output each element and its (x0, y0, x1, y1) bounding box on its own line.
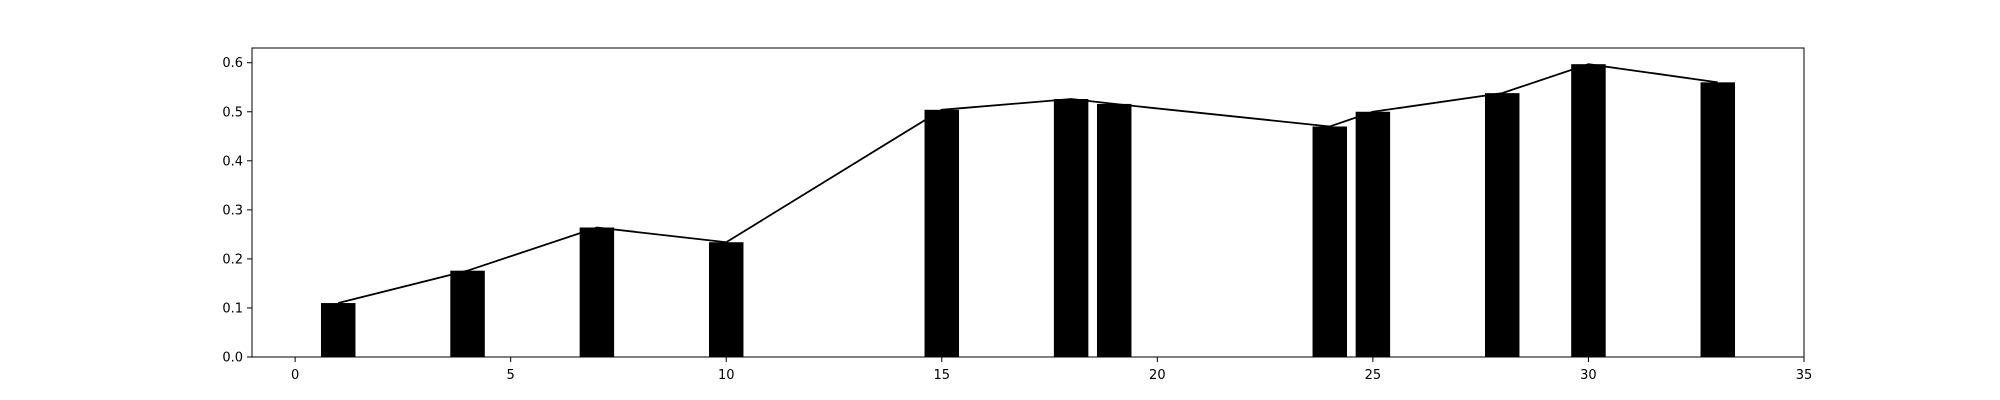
bar (1700, 82, 1736, 357)
bar (1571, 64, 1606, 357)
bar (1053, 99, 1089, 357)
y-tick-label: 0.5 (222, 105, 243, 120)
bar (1484, 93, 1520, 357)
bar (924, 109, 960, 357)
y-tick-label: 0.2 (222, 252, 243, 267)
y-axis: 0.0 0.1 0.2 0.3 0.4 0.5 0.6 (222, 56, 252, 366)
y-tick-label: 0.1 (222, 301, 243, 316)
y-tick-label: 0.6 (222, 56, 243, 71)
bar (708, 242, 744, 357)
x-axis: 0 5 10 15 20 25 30 35 (291, 357, 1812, 383)
x-tick-label: 5 (507, 368, 515, 383)
bar (1355, 111, 1391, 357)
bar (579, 227, 615, 357)
x-tick-label: 15 (934, 368, 951, 383)
y-tick-label: 0.0 (222, 351, 243, 366)
x-tick-label: 25 (1365, 368, 1382, 383)
x-tick-label: 30 (1580, 368, 1597, 383)
trend-line (338, 63, 1718, 304)
bar (320, 303, 356, 357)
plot-frame (251, 47, 1805, 358)
x-tick-label: 35 (1796, 368, 1813, 383)
x-tick-label: 20 (1149, 368, 1166, 383)
y-tick-label: 0.3 (222, 203, 243, 218)
bar (1312, 126, 1348, 357)
y-tick-label: 0.4 (222, 154, 243, 169)
x-tick-label: 10 (718, 368, 735, 383)
x-tick-label: 0 (291, 368, 299, 383)
bar (450, 270, 485, 357)
bar (1096, 103, 1132, 358)
bars-group (320, 64, 1736, 358)
